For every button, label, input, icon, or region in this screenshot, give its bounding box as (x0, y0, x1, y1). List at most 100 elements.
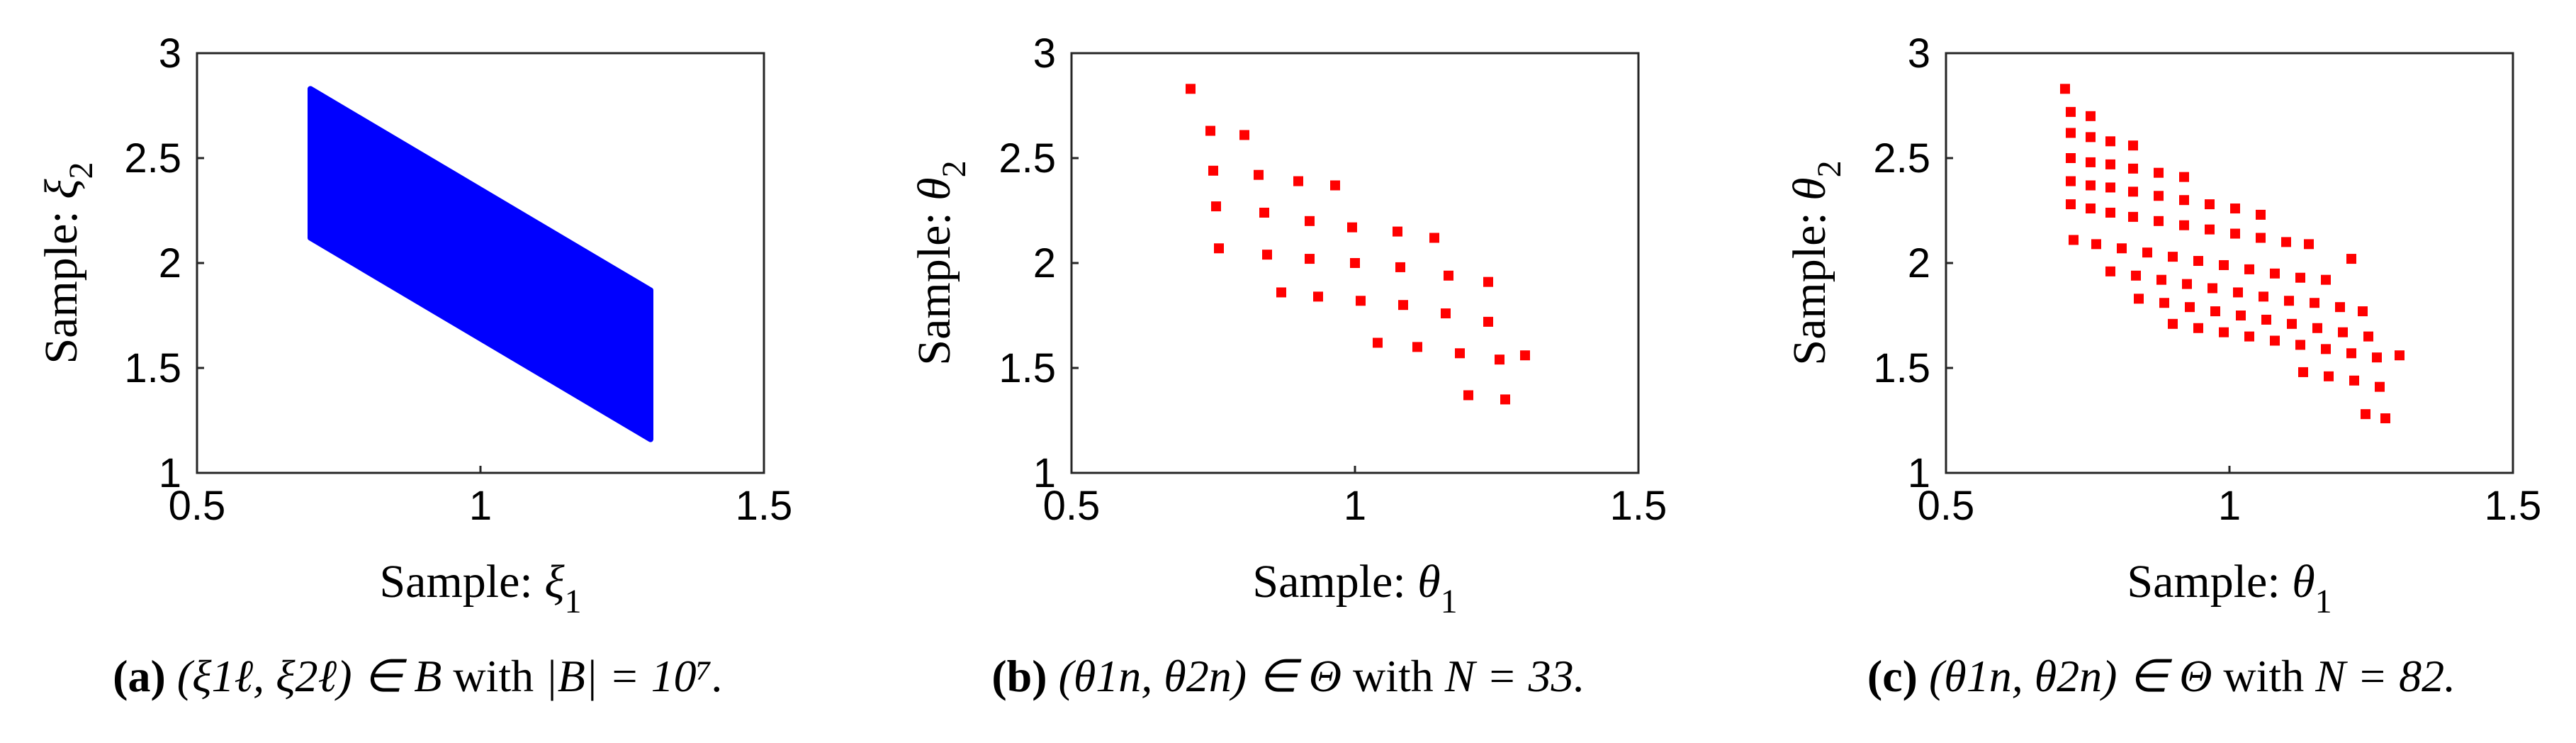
panel-c-data-point (2086, 203, 2096, 214)
panel-c-data-point (2270, 268, 2280, 279)
panel-c-y-tick-label: 2 (1908, 240, 1930, 286)
panel-c-data-point (2179, 220, 2189, 230)
panel-c-data-point (2105, 207, 2115, 218)
panel-b-marks (1186, 84, 1530, 405)
panel-a-sample-region (308, 86, 653, 442)
panel-c-data-point (2066, 128, 2076, 138)
panel-b-data-point (1214, 243, 1224, 254)
panel-c-data-point (2375, 381, 2385, 392)
panel-c-data-point (2117, 243, 2127, 254)
panel-b-data-point (1347, 222, 1357, 233)
panel-b-data-point (1208, 165, 1218, 176)
panel-c: 0.5 1 1.511.522.53 Sample: θ1 Sample: θ2 (… (1784, 30, 2541, 701)
panel-c-data-point (2182, 279, 2192, 289)
panel-b-data-point (1483, 316, 1493, 327)
panel-c-data-point (2219, 259, 2229, 270)
panel-b-data-point (1463, 390, 1473, 401)
panel-c-data-point (2066, 106, 2076, 117)
panel-c-y-tick-label: 3 (1908, 30, 1930, 77)
panel-b-y-tick-label: 1 (1033, 450, 1056, 496)
panel-b-data-point (1412, 342, 1422, 352)
panel-c-data-point (2244, 264, 2254, 274)
panel-c-data-point (2372, 352, 2382, 363)
panel-b-data-point (1313, 291, 1323, 302)
panel-c-data-point (2205, 199, 2215, 210)
panel-c-data-point (2060, 84, 2070, 94)
panel-a: 0.5 1 1.511.522.53 Sample: ξ1 Sample: ξ2 (… (35, 30, 792, 701)
panel-c-data-point (2358, 306, 2368, 317)
panel-a-x-axis-label: Sample: ξ1 (379, 556, 581, 620)
panel-c-data-point (2207, 283, 2217, 294)
panel-c-data-point (2281, 237, 2291, 247)
panel-b-data-point (1186, 84, 1196, 94)
panel-c-marks (2060, 84, 2405, 424)
panel-c-data-point (2086, 132, 2096, 143)
panel-a-caption: (a) (ξ1ℓ, ξ2ℓ) ∈ B with |B| = 10⁷. (113, 651, 724, 701)
panel-b-y-tick-label: 3 (1033, 30, 1056, 77)
panel-c-x-tick-label: 0.5 (1918, 483, 1975, 529)
panel-b-x-tick-label: 0.5 (1043, 483, 1101, 529)
panel-c-data-point (2363, 331, 2373, 342)
panel-c-data-point (2219, 327, 2229, 337)
panel-b: 0.5 1 1.511.522.53 Sample: θ1 Sample: θ2 (… (909, 30, 1667, 701)
panel-c-data-point (2086, 180, 2096, 191)
panel-c-data-point (2193, 256, 2203, 267)
panel-c-data-point (2380, 413, 2390, 424)
panel-a-y-tick-label: 1.5 (124, 345, 181, 391)
panel-b-data-point (1305, 254, 1315, 264)
panel-b-data-point (1495, 354, 1504, 365)
panel-a-x-tick-label: 1.5 (736, 483, 793, 529)
panel-c-data-point (2230, 203, 2240, 214)
panel-c-y-tick-label: 2.5 (1873, 135, 1930, 181)
panel-b-data-point (1350, 258, 1360, 268)
panel-a-ticks: 0.5 1 1.511.522.53 (124, 30, 792, 529)
panel-c-data-point (2324, 371, 2334, 381)
panel-a-x-tick-label: 1 (469, 483, 492, 529)
panel-c-data-point (2295, 272, 2305, 283)
panel-c-ticks: 0.5 1 1.511.522.53 (1873, 30, 2541, 529)
panel-b-x-tick-label: 1.5 (1610, 483, 1667, 529)
panel-a-y-tick-label: 1 (159, 450, 181, 496)
panel-c-data-point (2270, 335, 2280, 346)
panel-c-data-point (2069, 235, 2079, 245)
panel-c-data-point (2310, 298, 2319, 308)
panel-c-data-point (2259, 291, 2268, 302)
panel-c-data-point (2131, 270, 2141, 281)
panel-c-data-point (2210, 306, 2220, 317)
panel-b-data-point (1262, 250, 1272, 260)
panel-c-data-point (2312, 323, 2322, 333)
panel-c-data-point (2142, 247, 2152, 258)
panel-c-x-tick-label: 1.5 (2485, 483, 2542, 529)
panel-c-data-point (2179, 172, 2189, 182)
panel-c-data-point (2256, 233, 2266, 243)
panel-a-y-tick-label: 2 (159, 240, 181, 286)
panel-c-data-point (2185, 302, 2195, 313)
panel-c-data-point (2156, 274, 2166, 285)
panel-c-data-point (2361, 409, 2370, 420)
panel-b-y-axis-label: Sample: θ2 (909, 160, 973, 365)
panel-c-data-point (2230, 228, 2240, 239)
panel-c-data-point (2128, 140, 2138, 151)
panel-b-data-point (1356, 296, 1366, 306)
panel-c-data-point (2128, 163, 2138, 174)
panel-c-plot-frame (1945, 52, 2514, 474)
panel-c-data-point (2154, 216, 2164, 226)
panel-b-data-point (1441, 308, 1451, 319)
panel-b-data-point (1395, 262, 1405, 272)
panel-b-data-point (1429, 233, 1439, 243)
panel-c-data-point (2298, 367, 2308, 377)
panel-c-data-point (2193, 323, 2203, 333)
panel-c-data-point (2261, 314, 2271, 325)
panel-a-y-tick-label: 2.5 (124, 135, 181, 181)
panel-c-data-point (2066, 153, 2076, 163)
panel-c-data-point (2154, 191, 2164, 201)
panel-c-data-point (2395, 350, 2405, 361)
panel-c-data-point (2134, 294, 2144, 304)
panel-c-caption: (c) (θ1n, θ2n) ∈ Θ with N = 82. (1867, 651, 2456, 701)
panel-c-data-point (2335, 302, 2345, 313)
panel-c-x-tick-label: 1 (2218, 483, 2241, 529)
panel-c-data-point (2168, 252, 2178, 262)
panel-b-data-point (1444, 270, 1453, 281)
panel-c-data-point (2066, 199, 2076, 210)
panel-b-y-tick-label: 2.5 (999, 135, 1056, 181)
